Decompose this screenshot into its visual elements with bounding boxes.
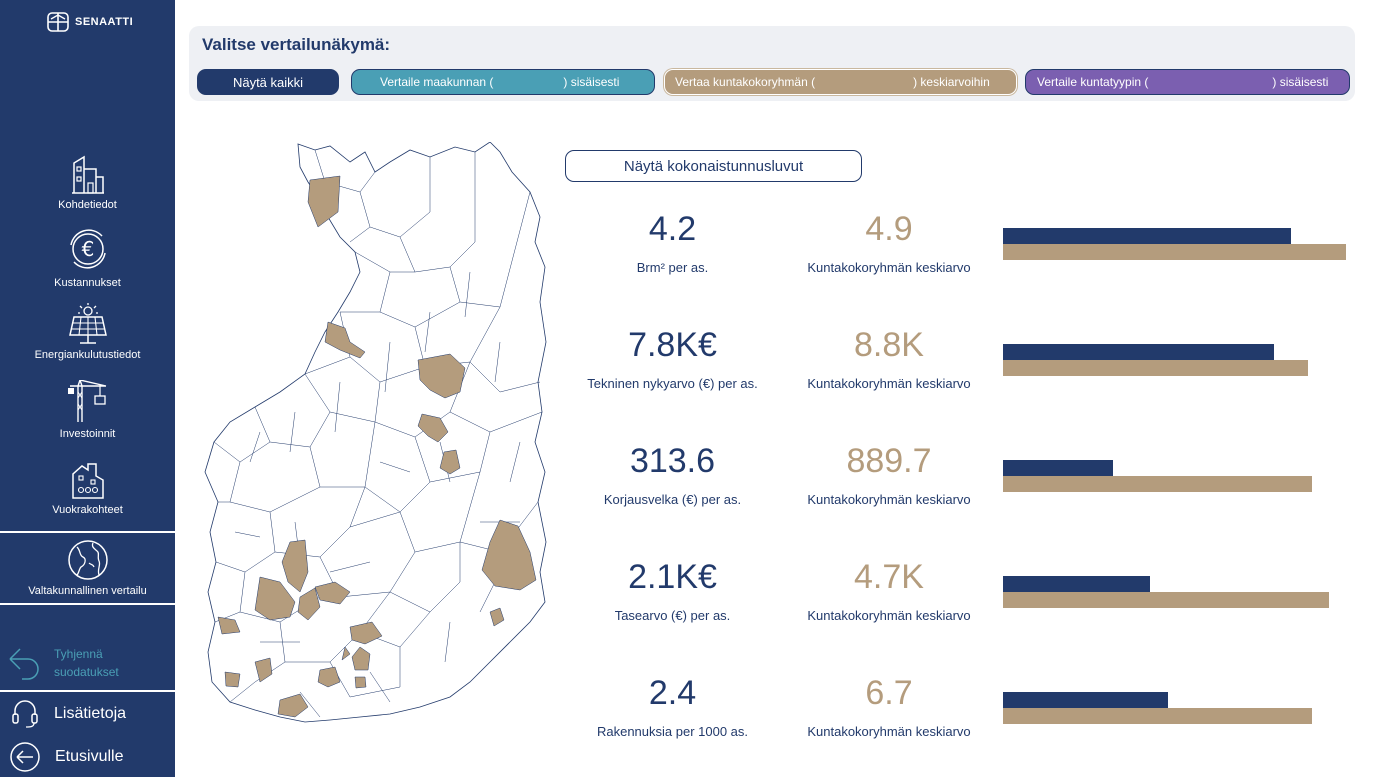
rental-building-icon	[71, 463, 104, 499]
back-circle-arrow-icon	[10, 742, 40, 772]
kpi-row-tekninen-nykyarvo: 7.8K€ Tekninen nykyarvo (€) per as. 8.8K…	[565, 326, 1365, 406]
compare-region-label-end: ) sisäisesti	[563, 75, 620, 89]
comparison-view-title: Valitse vertailunäkymä:	[202, 35, 391, 54]
nav-label: Investoinnit	[59, 428, 116, 440]
nav-item-vuokrakohteet[interactable]: Vuokrakohteet	[0, 460, 175, 516]
kpi-value: 313.6	[629, 442, 716, 480]
nav-item-valtakunnallinen-vertailu[interactable]: Valtakunnallinen vertailu	[0, 531, 175, 605]
comparison-value: 889.7	[846, 442, 932, 480]
compare-size-group-button[interactable]: Vertaa kuntakokoryhmän ( ) keskiarvoihin	[664, 69, 1017, 95]
home-link[interactable]: Etusivulle	[0, 737, 175, 777]
comparison-view-selector: Valitse vertailunäkymä: Näytä kaikki Ver…	[189, 26, 1355, 101]
comparison-bar-chart	[1003, 344, 1353, 380]
kpi-row-brm: 4.2 Brm² per as. 4.9 Kuntakokoryhmän kes…	[565, 210, 1365, 290]
compare-region-button[interactable]: Vertaile maakunnan ( ) sisäisesti	[351, 69, 655, 95]
kpi-row-rakennuksia: 2.4 Rakennuksia per 1000 as. 6.7 Kuntako…	[565, 674, 1365, 754]
comparison-label: Kuntakokoryhmän keskiarvo	[807, 492, 971, 507]
kpi-label: Tasearvo (€) per as.	[614, 608, 731, 623]
solar-panel-icon	[68, 303, 107, 344]
show-all-button[interactable]: Näytä kaikki	[197, 69, 339, 95]
nav-item-energiankulutustiedot[interactable]: Energiankulutustiedot	[0, 303, 175, 361]
clear-filters-line2: suodatukset	[54, 665, 119, 679]
average-value-bar	[1003, 708, 1312, 724]
compare-size-group-label-start: Vertaa kuntakokoryhmän (	[675, 75, 816, 89]
comparison-label: Kuntakokoryhmän keskiarvo	[807, 260, 971, 275]
nav-label: Vuokrakohteet	[52, 504, 123, 516]
compare-municipality-type-button[interactable]: Vertaile kuntatyypin ( ) sisäisesti	[1025, 69, 1350, 95]
highlighted-municipalities	[217, 175, 537, 718]
kpi-label: Korjausvelka (€) per as.	[603, 492, 742, 507]
comparison-label: Kuntakokoryhmän keskiarvo	[807, 608, 971, 623]
clear-filters-label: Tyhjennä suodatukset	[54, 645, 119, 681]
average-value-bar	[1003, 592, 1329, 608]
own-value-bar	[1003, 692, 1168, 708]
kpi-value: 2.1K€	[628, 558, 717, 596]
comparison-value: 6.7	[865, 674, 913, 712]
kpi-label: Brm² per as.	[636, 260, 709, 275]
comparison-bar-chart	[1003, 576, 1353, 612]
comparison-bar-chart	[1003, 692, 1353, 728]
logo-text: SENAATTI	[75, 16, 134, 28]
comparison-value: 8.8K	[854, 326, 924, 364]
nav-item-kohdetiedot[interactable]: Kohdetiedot	[0, 155, 175, 211]
nav-label: Valtakunnallinen vertailu	[28, 585, 147, 597]
compare-region-label-start: Vertaile maakunnan (	[380, 75, 494, 89]
back-arrow-icon	[9, 648, 39, 680]
show-all-label: Näytä kaikki	[232, 74, 304, 90]
nav-label: Energiankulutustiedot	[34, 349, 141, 361]
nav-item-kustannukset[interactable]: € Kustannukset	[0, 225, 175, 289]
own-value-bar	[1003, 576, 1150, 592]
own-value-bar	[1003, 344, 1274, 360]
finland-municipality-map[interactable]	[200, 142, 550, 727]
sidebar: SENAATTI Kohdetiedot € Kustannukset	[0, 0, 175, 777]
show-totals-button[interactable]: Näytä kokonaistunnusluvut	[565, 150, 862, 182]
compare-type-label-start: Vertaile kuntatyypin (	[1037, 75, 1149, 89]
kpi-value: 7.8K€	[628, 326, 717, 364]
senaatti-logo[interactable]: SENAATTI	[47, 12, 133, 32]
comparison-bar-chart	[1003, 460, 1353, 496]
senaatti-logo-icon	[47, 12, 69, 32]
nav-label: Kustannukset	[54, 277, 121, 289]
kpi-value: 4.2	[648, 210, 697, 248]
euro-cycle-icon: €	[69, 229, 106, 269]
average-value-bar	[1003, 360, 1308, 376]
kpi-row-korjausvelka: 313.6 Korjausvelka (€) per as. 889.7 Kun…	[565, 442, 1365, 522]
clear-filters-line1: Tyhjennä	[54, 647, 103, 661]
kpi-row-tasearvo: 2.1K€ Tasearvo (€) per as. 4.7K Kuntakok…	[565, 558, 1365, 638]
sidebar-divider	[0, 690, 175, 692]
own-value-bar	[1003, 460, 1113, 476]
building-icon	[71, 155, 104, 194]
comparison-value: 4.7K	[854, 558, 924, 596]
nav-label: Kohdetiedot	[58, 199, 117, 211]
globe-icon	[67, 540, 108, 580]
home-label: Etusivulle	[55, 748, 124, 765]
clear-filters-button[interactable]: Tyhjennä suodatukset	[0, 636, 175, 690]
own-value-bar	[1003, 228, 1291, 244]
kpi-label: Rakennuksia per 1000 as.	[596, 724, 749, 739]
kpi-label: Tekninen nykyarvo (€) per as.	[587, 376, 758, 391]
headset-icon	[12, 700, 38, 728]
info-link[interactable]: Lisätietoja	[0, 694, 175, 734]
crane-icon	[67, 380, 106, 422]
show-totals-label: Näytä kokonaistunnusluvut	[623, 157, 804, 175]
compare-type-label-end: ) sisäisesti	[1272, 75, 1329, 89]
compare-size-group-label-end: ) keskiarvoihin	[913, 75, 990, 89]
nav-item-investoinnit[interactable]: Investoinnit	[0, 380, 175, 440]
kpi-value: 2.4	[648, 674, 697, 712]
average-value-bar	[1003, 244, 1346, 260]
svg-text:€: €	[81, 237, 94, 261]
comparison-value: 4.9	[865, 210, 913, 248]
info-label: Lisätietoja	[54, 705, 127, 722]
comparison-label: Kuntakokoryhmän keskiarvo	[807, 724, 971, 739]
comparison-bar-chart	[1003, 228, 1353, 264]
comparison-label: Kuntakokoryhmän keskiarvo	[807, 376, 971, 391]
average-value-bar	[1003, 476, 1312, 492]
